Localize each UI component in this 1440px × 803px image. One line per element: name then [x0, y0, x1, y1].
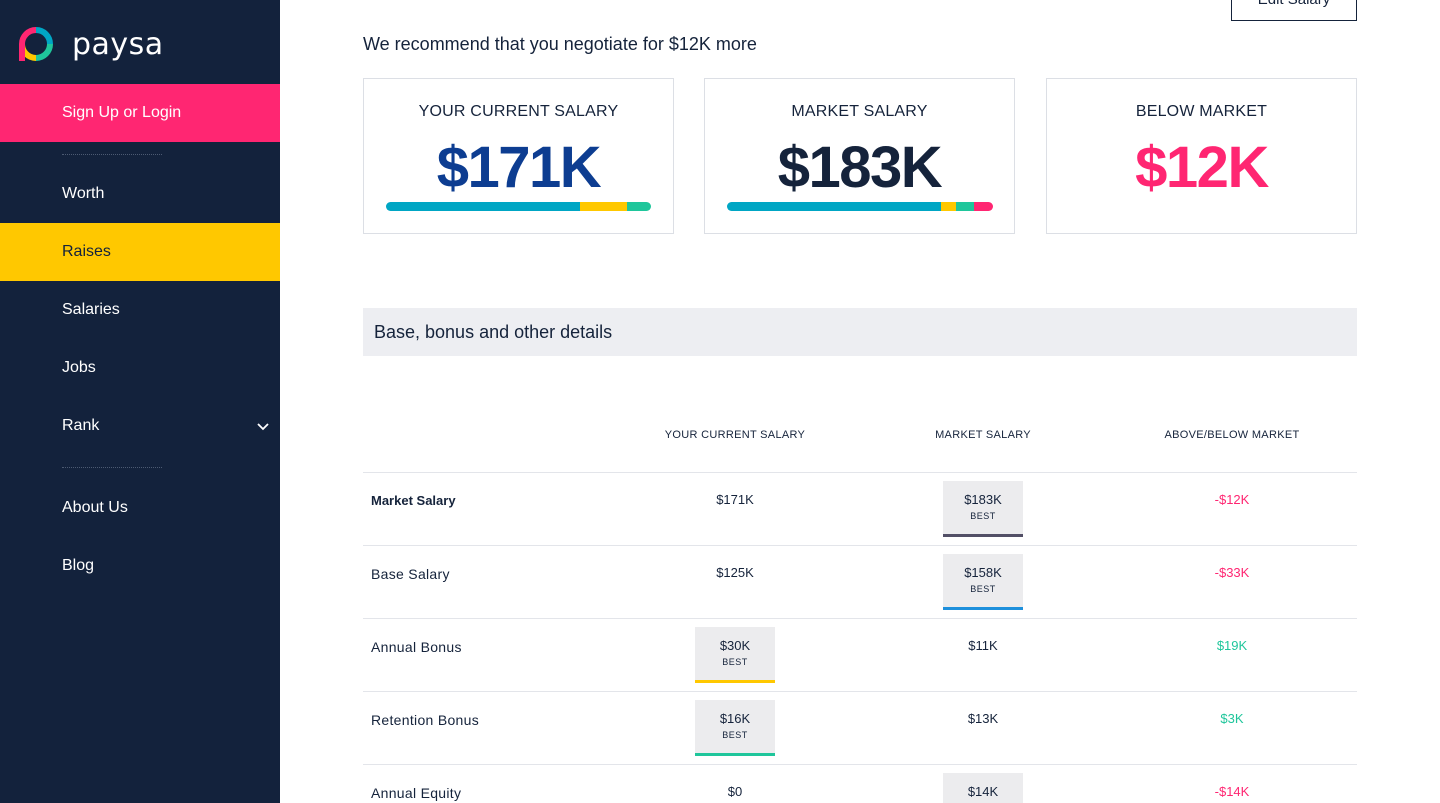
market-value: $183K	[964, 492, 1002, 507]
card-label: BELOW MARKET	[1135, 103, 1268, 120]
table-row: Market Salary $171K $183K BEST -$12K	[363, 472, 1357, 545]
market-salary-card: MARKET SALARY $183K	[704, 78, 1015, 234]
market-value: $158K	[964, 565, 1002, 580]
card-value: $12K	[1135, 135, 1269, 200]
nav-divider	[62, 154, 162, 155]
row-label: Annual Equity	[371, 785, 462, 801]
nav-rank[interactable]: Rank	[0, 397, 280, 455]
best-tag: BEST	[970, 511, 996, 521]
market-value: $13K	[967, 711, 999, 726]
card-label: MARKET SALARY	[791, 103, 928, 120]
current-value: $16K	[719, 711, 751, 726]
bar-segment-bonus	[941, 202, 956, 211]
brand-name: paysa	[72, 26, 164, 62]
nav-divider	[62, 467, 162, 468]
paysa-logo-icon	[19, 27, 53, 61]
best-badge: $30K BEST	[695, 627, 775, 683]
row-label: Market Salary	[371, 493, 456, 508]
market-value: $14K	[967, 784, 999, 799]
best-underline	[695, 753, 775, 756]
best-underline	[695, 680, 775, 683]
best-badge: $14K	[943, 773, 1023, 803]
diff-value: $19K	[1216, 638, 1248, 653]
logo[interactable]: paysa	[18, 26, 164, 62]
diff-value: $3K	[1220, 711, 1244, 726]
below-market-card: BELOW MARKET $12K	[1046, 78, 1357, 234]
main-content: Edit Salary We recommend that you negoti…	[280, 0, 1440, 803]
best-tag: BEST	[970, 584, 996, 594]
edit-salary-button[interactable]: Edit Salary	[1231, 0, 1357, 21]
table-row: Base Salary $125K $158K BEST -$33K	[363, 545, 1357, 618]
nav-worth[interactable]: Worth	[62, 185, 105, 202]
nav-jobs[interactable]: Jobs	[62, 359, 96, 376]
signup-login-button[interactable]: Sign Up or Login	[0, 84, 280, 142]
current-value: $0	[727, 784, 743, 799]
table-row: Annual Equity $0 $14K -$14K	[363, 764, 1357, 803]
best-underline	[943, 607, 1023, 610]
nav-rank-label: Rank	[62, 417, 100, 434]
row-label: Retention Bonus	[371, 712, 480, 728]
table-row: Retention Bonus $16K BEST $13K $3K	[363, 691, 1357, 764]
bar-segment-retention	[956, 202, 974, 211]
bar-segment-bonus	[580, 202, 627, 211]
bar-segment-base	[727, 202, 941, 211]
current-value: $30K	[719, 638, 751, 653]
recommendation-text: We recommend that you negotiate for $12K…	[363, 34, 757, 54]
best-tag: BEST	[722, 730, 748, 740]
row-label: Base Salary	[371, 566, 450, 582]
market-value: $11K	[968, 638, 998, 653]
card-value: $171K	[436, 135, 602, 200]
bar-segment-base	[386, 202, 580, 211]
bar-segment-equity	[974, 202, 993, 211]
salary-breakdown-bar	[386, 202, 651, 211]
nav-raises[interactable]: Raises	[0, 223, 280, 281]
table-row: Annual Bonus $30K BEST $11K $19K	[363, 618, 1357, 691]
chevron-down-icon[interactable]	[254, 417, 272, 435]
current-salary-card: YOUR CURRENT SALARY $171K	[363, 78, 674, 234]
column-header-current: YOUR CURRENT SALARY	[664, 429, 806, 441]
diff-value: -$12K	[1214, 492, 1250, 507]
details-section-title: Base, bonus and other details	[363, 308, 1357, 356]
best-badge: $158K BEST	[943, 554, 1023, 610]
current-value: $125K	[716, 565, 754, 580]
current-value: $171K	[716, 492, 754, 507]
bar-segment-retention	[627, 202, 651, 211]
nav-about-us[interactable]: About Us	[62, 499, 128, 516]
best-tag: BEST	[722, 657, 748, 667]
best-badge: $183K BEST	[943, 481, 1023, 537]
diff-value: -$33K	[1214, 565, 1250, 580]
row-label: Annual Bonus	[371, 639, 462, 655]
card-value: $183K	[777, 135, 943, 200]
column-header-diff: ABOVE/BELOW MARKET	[1164, 429, 1300, 441]
column-header-market: MARKET SALARY	[935, 429, 1031, 441]
card-label: YOUR CURRENT SALARY	[418, 103, 619, 120]
sidebar: paysa Sign Up or Login Worth Raises Sala…	[0, 0, 280, 803]
nav-blog[interactable]: Blog	[62, 557, 95, 574]
nav-salaries[interactable]: Salaries	[62, 301, 120, 318]
best-badge: $16K BEST	[695, 700, 775, 756]
best-underline	[943, 534, 1023, 537]
diff-value: -$14K	[1214, 784, 1250, 799]
salary-breakdown-bar	[727, 202, 993, 211]
